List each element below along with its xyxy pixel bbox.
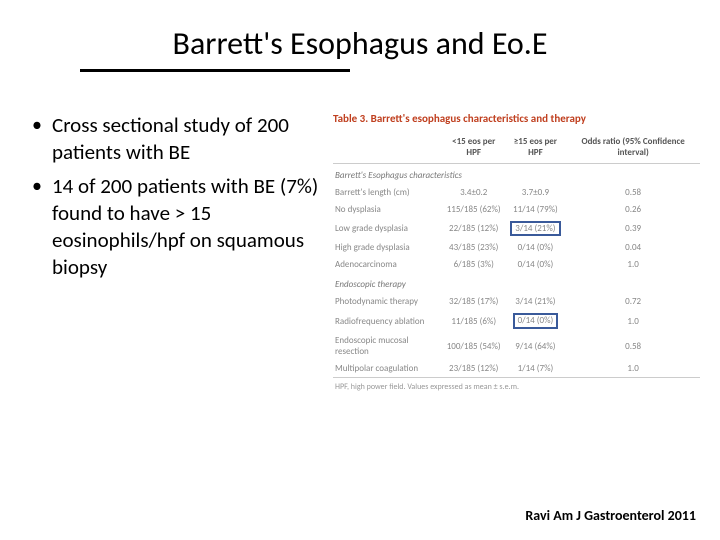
cell-odds: 0.58: [566, 332, 700, 360]
row-label: Low grade dysplasia: [333, 218, 443, 240]
table-row: Endoscopic mucosal resection100/185 (54%…: [333, 332, 700, 360]
cell-ge15: 3/14 (21%): [505, 218, 567, 240]
table-row: Low grade dysplasia22/185 (12%) 3/14 (21%…: [333, 218, 700, 240]
data-table: <15 eos per HPF≥15 eos per HPFOdds ratio…: [333, 133, 700, 395]
cell-lt15: 100/185 (54%): [443, 332, 505, 360]
table-row: Multipolar coagulation23/185 (12%)1/14 (…: [333, 360, 700, 378]
table-row: Radiofrequency ablation11/185 (6%) 0/14 (…: [333, 310, 700, 332]
bullet-list: Cross sectional study of 200 patients wi…: [30, 112, 325, 395]
cell-odds: 1.0: [566, 310, 700, 332]
table-header: Odds ratio (95% Confidence interval): [566, 133, 700, 163]
table-row: No dysplasia115/185 (62%)11/14 (79%)0.26: [333, 201, 700, 218]
table-footnote: HPF, high power field. Values expressed …: [333, 378, 700, 396]
cell-ge15: 9/14 (64%): [505, 332, 567, 360]
section-title: Endoscopic therapy: [333, 273, 700, 293]
citation: Ravi Am J Gastroenterol 2011: [525, 507, 696, 524]
row-label: Endoscopic mucosal resection: [333, 332, 443, 360]
table-header: <15 eos per HPF: [443, 133, 505, 163]
cell-lt15: 32/185 (17%): [443, 293, 505, 310]
row-label: Barrett's length (cm): [333, 184, 443, 201]
table-row: Barrett's length (cm)3.4±0.23.7±0.90.58: [333, 184, 700, 201]
table-row: Adenocarcinoma6/185 (3%)0/14 (0%)1.0: [333, 256, 700, 273]
table-row: High grade dysplasia43/185 (23%)0/14 (0%…: [333, 239, 700, 256]
slide-title: Barrett's Esophagus and Eo.E: [0, 0, 720, 63]
cell-lt15: 23/185 (12%): [443, 360, 505, 378]
cell-odds: 1.0: [566, 360, 700, 378]
bullet-item: 14 of 200 patients with BE (7%) found to…: [30, 173, 325, 282]
cell-ge15: 3.7±0.9: [505, 184, 567, 201]
content-area: Cross sectional study of 200 patients wi…: [0, 112, 720, 395]
cell-odds: 0.72: [566, 293, 700, 310]
cell-ge15: 1/14 (7%): [505, 360, 567, 378]
cell-lt15: 3.4±0.2: [443, 184, 505, 201]
cell-lt15: 43/185 (23%): [443, 239, 505, 256]
cell-odds: 0.04: [566, 239, 700, 256]
cell-ge15: 0/14 (0%): [505, 239, 567, 256]
table-header: [333, 133, 443, 163]
cell-ge15: 0/14 (0%): [505, 310, 567, 332]
row-label: No dysplasia: [333, 201, 443, 218]
table-header: ≥15 eos per HPF: [505, 133, 567, 163]
table-region: Table 3. Barrett's esophagus characteris…: [325, 112, 700, 395]
cell-odds: 1.0: [566, 256, 700, 273]
title-underline: [80, 69, 350, 72]
cell-lt15: 6/185 (3%): [443, 256, 505, 273]
bullet-item: Cross sectional study of 200 patients wi…: [30, 112, 325, 167]
highlight-box: 0/14 (0%): [513, 313, 559, 329]
row-label: High grade dysplasia: [333, 239, 443, 256]
cell-ge15: 11/14 (79%): [505, 201, 567, 218]
cell-ge15: 3/14 (21%): [505, 293, 567, 310]
highlight-box: 3/14 (21%): [510, 221, 560, 237]
table-caption: Table 3. Barrett's esophagus characteris…: [333, 112, 700, 125]
cell-lt15: 11/185 (6%): [443, 310, 505, 332]
table-row: Photodynamic therapy32/185 (17%)3/14 (21…: [333, 293, 700, 310]
cell-ge15: 0/14 (0%): [505, 256, 567, 273]
row-label: Radiofrequency ablation: [333, 310, 443, 332]
cell-lt15: 22/185 (12%): [443, 218, 505, 240]
section-title: Barrett's Esophagus characteristics: [333, 163, 700, 184]
cell-lt15: 115/185 (62%): [443, 201, 505, 218]
row-label: Multipolar coagulation: [333, 360, 443, 378]
cell-odds: 0.58: [566, 184, 700, 201]
row-label: Photodynamic therapy: [333, 293, 443, 310]
row-label: Adenocarcinoma: [333, 256, 443, 273]
cell-odds: 0.26: [566, 201, 700, 218]
cell-odds: 0.39: [566, 218, 700, 240]
